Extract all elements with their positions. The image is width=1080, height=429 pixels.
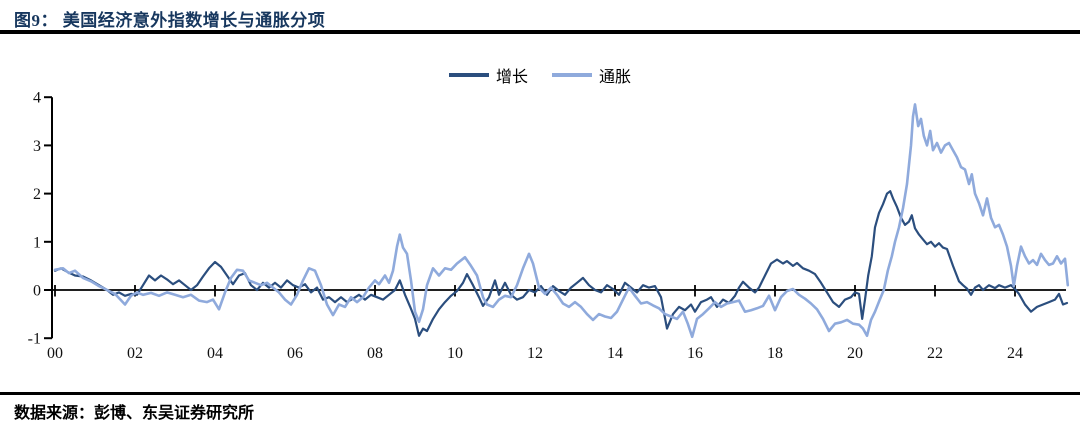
figure-title: 图9： 美国经济意外指数增长与通胀分项 (14, 11, 326, 30)
x-tick-label: 04 (207, 345, 223, 362)
x-tick-label: 10 (447, 345, 463, 362)
top-divider (0, 30, 1080, 34)
legend-item-inflation: 通胀 (552, 63, 631, 87)
x-tick-label: 14 (607, 345, 623, 362)
y-tick-label: 1 (33, 234, 41, 251)
growth-line-swatch (448, 73, 489, 77)
x-tick-label: 22 (927, 345, 943, 362)
y-tick-label: 3 (33, 138, 41, 155)
x-tick-label: 02 (127, 345, 143, 362)
legend-item-growth: 增长 (448, 63, 528, 87)
growth-legend-label: 增长 (495, 69, 528, 86)
x-tick-label: 12 (527, 345, 543, 362)
y-tick-label: 4 (33, 90, 41, 107)
bottom-divider (0, 392, 1080, 395)
inflation-legend-label: 通胀 (599, 69, 632, 86)
y-tick-label: 2 (33, 186, 41, 203)
inflation-line-swatch (552, 73, 592, 77)
legend: 增长 通胀 (0, 63, 1080, 87)
x-tick-label: 20 (847, 345, 863, 362)
x-tick-label: 00 (47, 345, 63, 362)
x-tick-label: 24 (1007, 345, 1023, 362)
growth-line (53, 190, 1069, 337)
series-group (53, 103, 1070, 339)
x-tick-label: 06 (287, 345, 303, 362)
x-tick-label: 16 (687, 345, 703, 362)
inflation-line (53, 103, 1070, 339)
x-tick-label: 18 (767, 345, 783, 362)
source-text: 数据来源：彭博、东吴证券研究所 (14, 405, 255, 422)
x-tick-label: 08 (367, 345, 383, 362)
y-tick-label: -1 (28, 331, 41, 348)
y-tick-label: 0 (33, 283, 41, 300)
